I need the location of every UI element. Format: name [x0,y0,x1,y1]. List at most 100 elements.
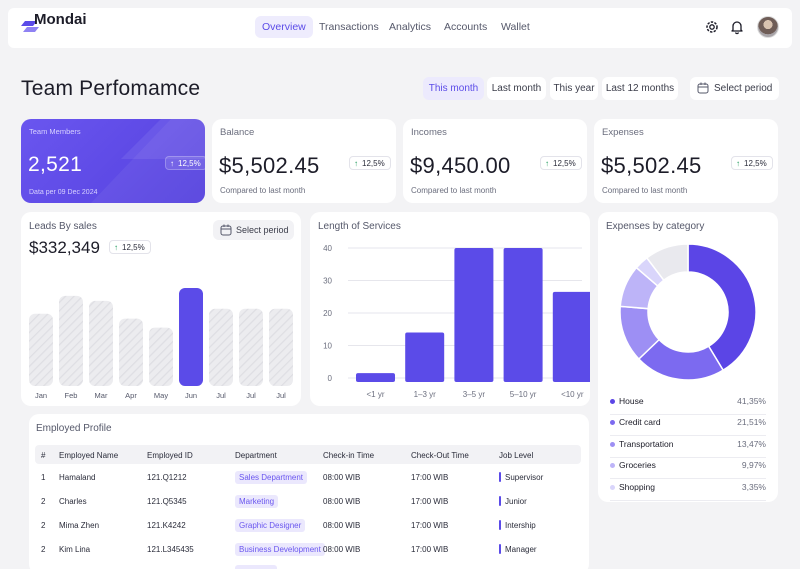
column-header: # [41,451,46,460]
leads-by-sales-card: Leads By sales $332,349 ↑ 12,5% Select pe… [21,212,301,406]
checkin-time: 08:00 WIB [323,497,361,506]
legend-percent: 3,35% [741,481,766,492]
checkout-time: 17:00 WIB [411,545,449,554]
job-level: Manager [505,545,537,554]
checkin-time: 08:00 WIB [323,545,361,554]
donut-slice[interactable] [687,243,757,372]
column-header[interactable]: Employed Name [59,451,119,460]
user-avatar[interactable] [757,16,779,38]
section-title: Expenses by category [606,221,705,232]
table-header [35,445,581,464]
legend-label: House [619,396,644,406]
balance-card: Balance $5,502.45 ↑ 12,5% Compared to las… [212,119,396,203]
settings-gear-icon[interactable] [704,19,720,35]
leads-select-period-button[interactable]: Select period [213,220,294,240]
nav-analytics[interactable]: Analytics [389,21,432,33]
leads-bar[interactable] [119,318,143,386]
legend-percent: 9,97% [741,460,766,471]
legend-dot [610,441,615,447]
nav-wallet[interactable]: Wallet [501,21,530,33]
stat-caption: Compared to last month [411,186,497,195]
nav-accounts[interactable]: Accounts [444,21,488,33]
leads-bar[interactable] [209,308,233,386]
leads-bar[interactable] [149,327,173,386]
stat-value: $9,450.00 [410,153,511,178]
calendar-icon [697,82,709,94]
job-level-indicator [499,496,501,506]
donut-remainder[interactable] [645,243,689,282]
checkout-time: 17:00 WIB [411,521,449,530]
x-tick-label: 1–3 yr [414,390,437,399]
x-tick-label: <1 yr [366,390,384,399]
period-last-12-months[interactable]: Last 12 months [602,77,678,100]
stat-caption: Compared to last month [220,186,306,195]
legend-label: Groceries [619,460,656,471]
x-tick-label: Apr [125,391,137,400]
nav-overview[interactable]: Overview [255,16,313,38]
legend-dot [610,399,615,404]
logo-icon[interactable] [21,19,39,34]
department-tag: Sales Department [235,471,308,484]
x-tick-label: Jul [216,391,226,400]
period-last-month[interactable]: Last month [487,77,546,100]
checkout-time: 17:00 WIB [411,473,449,482]
legend-item[interactable]: Groceries 9,97% [610,458,766,480]
notification-bell-icon[interactable] [729,19,745,35]
leads-bar[interactable] [269,308,293,386]
column-header[interactable]: Employed ID [147,451,193,460]
section-title: Length of Services [318,221,401,232]
arrow-up-icon: ↑ [545,159,549,168]
y-tick-label: 30 [323,277,332,286]
column-header[interactable]: Check-Out Time [411,451,469,460]
stat-label: Team Members [29,127,81,136]
leads-bar[interactable] [29,313,53,386]
select-period-label: Select period [236,225,289,235]
x-tick-label: 5–10 yr [510,390,537,399]
y-tick-label: 40 [323,244,332,253]
period-this-month[interactable]: This month [423,77,484,100]
column-header[interactable]: Department [235,451,277,460]
legend-item[interactable]: Transportation 13,47% [610,437,766,458]
x-tick-label: Feb [65,391,78,400]
arrow-up-icon: ↑ [114,243,118,252]
checkout-time: 17:00 WIB [411,497,449,506]
service-bar[interactable] [405,332,445,383]
leads-bar[interactable] [59,295,83,386]
legend-dot [610,420,615,426]
department-tag: Graphic Designer [235,519,306,532]
column-header[interactable]: Check-in Time [323,451,375,460]
x-tick-label: 3–5 yr [463,390,486,399]
select-period-button[interactable]: Select period [690,77,779,100]
incomes-card: Incomes $9,450.00 ↑ 12,5% Compared to las… [403,119,587,203]
column-header[interactable]: Job Level [499,451,534,460]
arrow-up-icon: ↑ [736,159,740,168]
expenses-by-category-card: Expenses by category [598,212,778,502]
leads-bar[interactable] [179,287,203,386]
logo-text[interactable]: Mondai [34,11,87,28]
leads-bar[interactable] [239,308,263,386]
employee-name: Mima Zhen [59,521,100,530]
stat-caption: Compared to last month [602,186,688,195]
checkin-time: 08:00 WIB [323,473,361,482]
x-tick-label: Jul [276,391,286,400]
service-bar[interactable] [356,373,395,382]
employee-name: Charles [59,497,87,506]
nav-transactions[interactable]: Transactions [319,21,379,33]
legend-item[interactable]: Shopping 3,35% [610,480,766,501]
employee-id: 121.K4242 [147,521,186,530]
legend-item[interactable]: Credit card 21,51% [610,415,766,437]
legend-percent: 13,47% [737,438,766,449]
top-navbar [8,8,792,48]
section-title: Leads By sales [29,221,97,232]
service-bar[interactable] [552,291,590,382]
job-level: Junior [505,497,527,506]
legend-item[interactable]: House 41,35% [610,394,766,415]
stat-value: $5,502.45 [601,153,702,178]
x-tick-label: May [154,391,168,400]
period-this-year[interactable]: This year [550,77,598,100]
job-level-indicator [499,544,501,554]
service-bar[interactable] [454,248,494,382]
service-bar[interactable] [503,248,543,382]
leads-bar[interactable] [89,300,113,386]
y-tick-label: 0 [328,374,333,383]
